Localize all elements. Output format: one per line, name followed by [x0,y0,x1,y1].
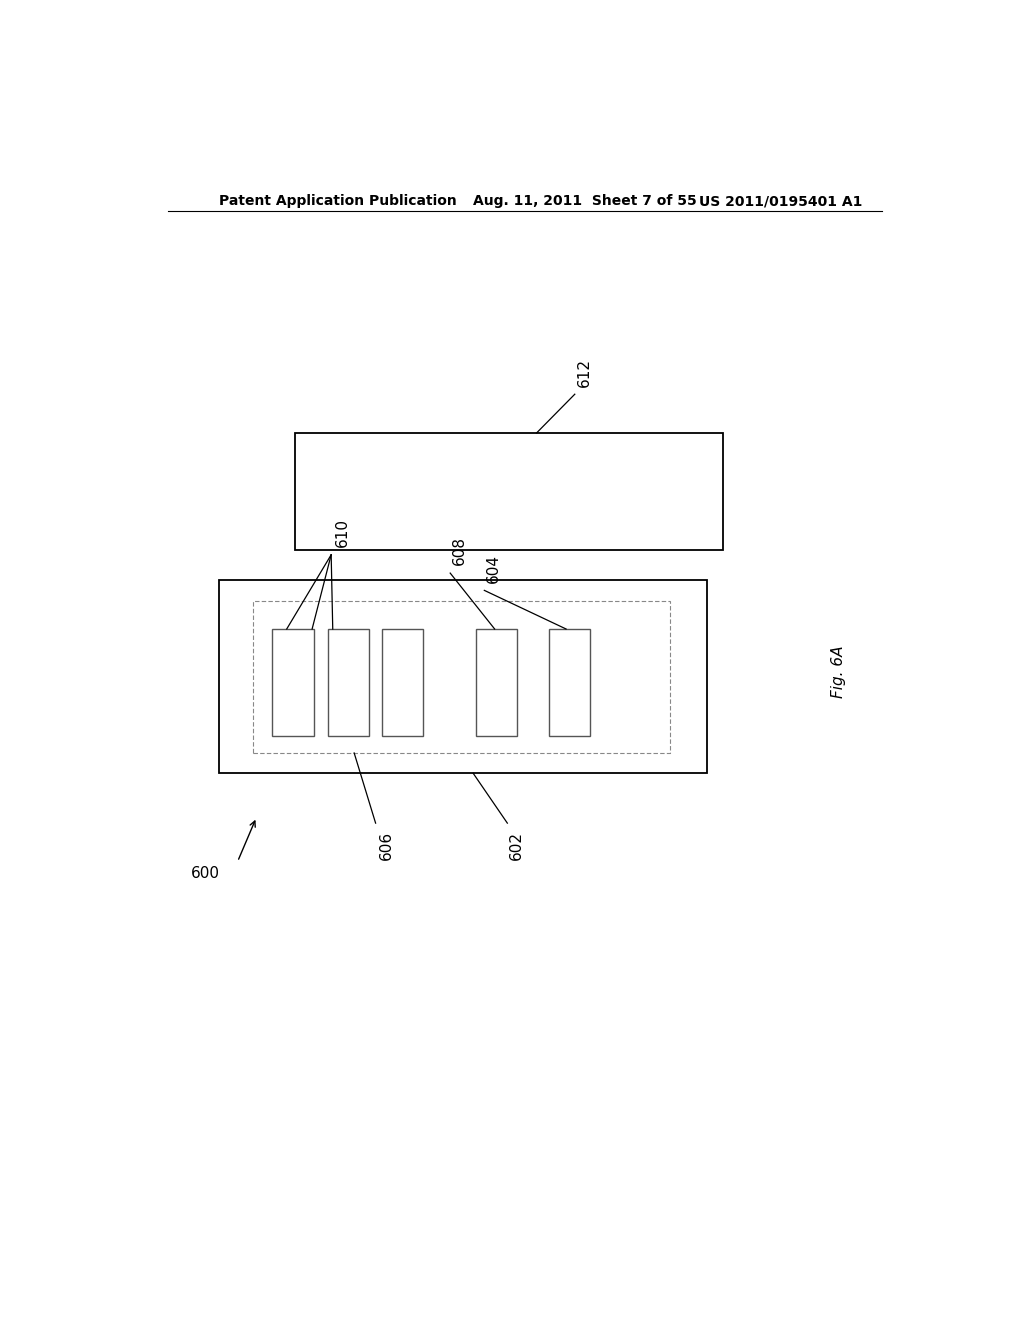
Bar [549,630,590,735]
Bar [295,433,723,549]
Text: 600: 600 [191,866,220,882]
Text: 602: 602 [509,832,524,861]
Text: Aug. 11, 2011  Sheet 7 of 55: Aug. 11, 2011 Sheet 7 of 55 [473,194,697,209]
Text: 610: 610 [335,517,350,546]
Text: 604: 604 [486,554,502,583]
Bar [382,630,423,735]
Text: 608: 608 [453,536,467,565]
Bar [475,630,517,735]
Bar [253,601,670,752]
Bar [219,581,708,774]
Text: US 2011/0195401 A1: US 2011/0195401 A1 [699,194,863,209]
Bar [328,630,370,735]
Text: Fig. 6A: Fig. 6A [830,645,846,698]
Text: 612: 612 [577,358,592,387]
Bar [272,630,313,735]
Text: 606: 606 [379,832,393,861]
Text: Patent Application Publication: Patent Application Publication [219,194,457,209]
